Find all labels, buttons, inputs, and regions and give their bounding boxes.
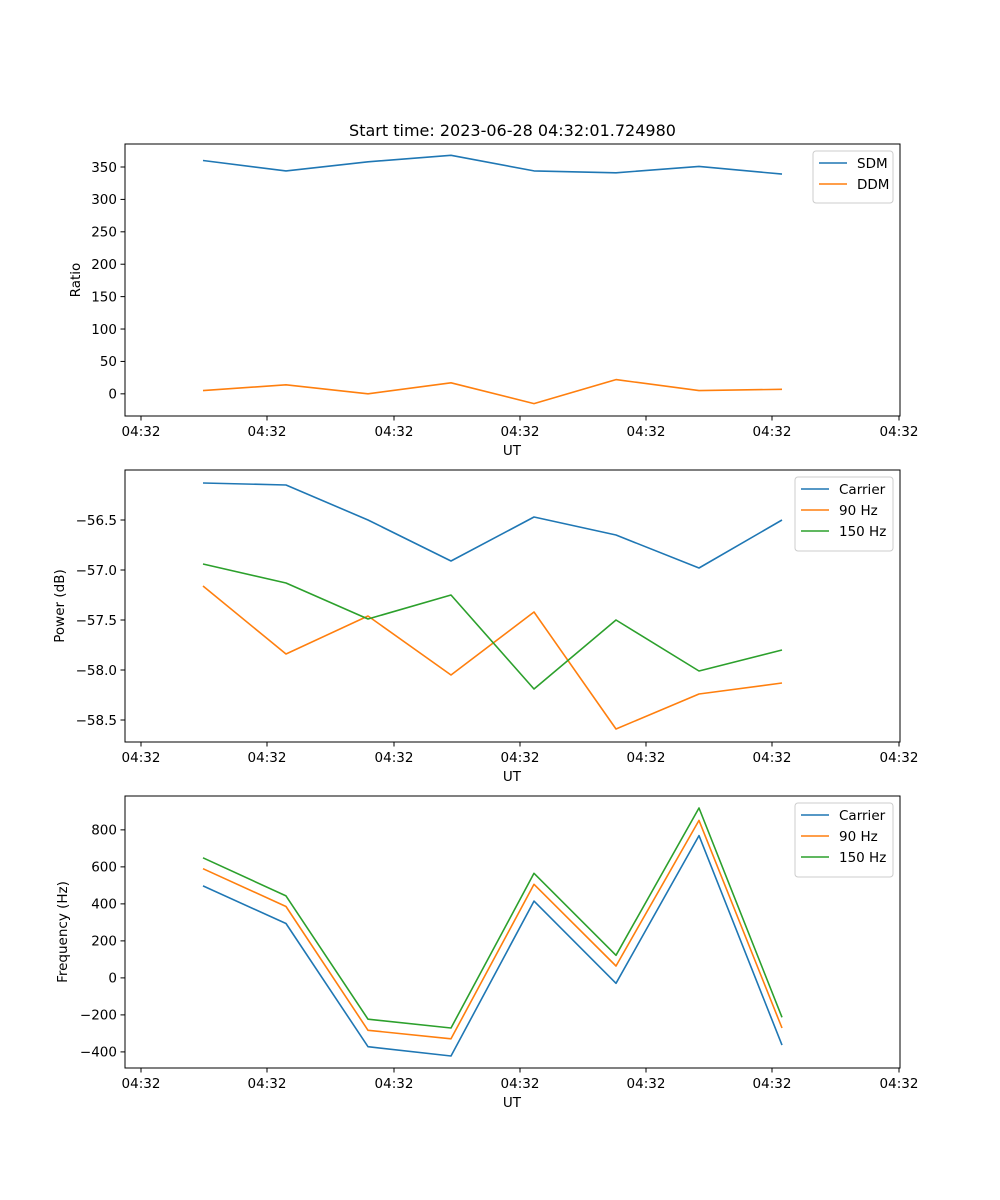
y-tick-label: −57.5 [76,613,117,629]
y-tick-label: 0 [108,971,117,987]
x-tick-label: 04:32 [880,1076,919,1092]
x-tick-label: 04:32 [627,750,666,766]
legend-box [794,476,894,552]
y-tick-label: 800 [91,823,117,839]
axes-frame [124,795,901,1069]
legend-box [794,802,894,878]
y-tick-label: 400 [91,897,117,913]
y-tick-label: 600 [91,860,117,876]
x-tick-label: 04:32 [753,1076,792,1092]
y-tick-label: 300 [91,192,117,208]
y-tick-label: 250 [91,225,117,241]
legend-label: 150 Hz [839,850,886,866]
x-axis-label: UT [503,443,522,459]
y-tick-label: −58.5 [76,713,117,729]
y-tick-label: −56.5 [76,513,117,529]
legend-label: Carrier [839,482,886,498]
x-axis-label: UT [503,1095,522,1111]
legend-label: DDM [857,177,889,193]
x-tick-label: 04:32 [501,750,540,766]
x-tick-label: 04:32 [501,1076,540,1092]
x-tick-label: 04:32 [753,424,792,440]
series-line-90-hz [202,585,783,730]
series-line-150-hz [202,807,783,1029]
x-tick-label: 04:32 [122,424,161,440]
panel-1: 04:32 04:32 04:32 04:32 04:32 04:32 04:32 0 50 10… [68,143,919,459]
x-tick-label: 04:32 [501,424,540,440]
y-axis-label: Frequency (Hz) [55,881,71,983]
y-tick-label: −57.0 [76,563,117,579]
y-axis-label: Power (dB) [52,569,68,642]
y-tick-label: 200 [91,934,117,950]
x-tick-label: 04:32 [248,1076,287,1092]
y-tick-label: 150 [91,289,117,305]
y-tick-label: 50 [100,354,117,370]
y-axis-label: Ratio [68,263,84,298]
x-tick-label: 04:32 [375,1076,414,1092]
series-line-sdm [202,154,783,175]
x-tick-label: 04:32 [375,424,414,440]
chart-title: Start time: 2023-06-28 04:32:01.724980 [349,121,676,140]
series-line-ddm [202,378,783,405]
series-line-carrier [202,482,783,569]
y-tick-label: 200 [91,257,117,273]
legend-label: 90 Hz [839,503,878,519]
x-tick-label: 04:32 [122,1076,161,1092]
series-line-carrier [202,834,783,1057]
legend: SDM DDM [812,150,894,204]
x-tick-label: 04:32 [627,424,666,440]
legend-label: 150 Hz [839,524,886,540]
legend-label: SDM [857,156,888,172]
y-tick-label: −200 [80,1008,117,1024]
x-axis-label: UT [503,769,522,785]
axes-frame [124,143,901,417]
x-tick-label: 04:32 [627,1076,666,1092]
y-tick-label: 350 [91,160,117,176]
legend-label: Carrier [839,808,886,824]
panel-2: 04:32 04:32 04:32 04:32 04:32 04:32 04:32 −58.5… [52,469,919,785]
x-tick-label: 04:32 [753,750,792,766]
x-tick-label: 04:32 [375,750,414,766]
panel-3: 04:32 04:32 04:32 04:32 04:32 04:32 04:32 −400 −… [55,795,919,1111]
series-line-90-hz [202,819,783,1040]
legend-label: 90 Hz [839,829,878,845]
y-tick-label: −400 [80,1045,117,1061]
y-tick-label: 0 [108,387,117,403]
y-tick-label: −58.0 [76,663,117,679]
series-line-150-hz [202,563,783,690]
x-tick-label: 04:32 [248,750,287,766]
x-tick-label: 04:32 [122,750,161,766]
x-tick-label: 04:32 [248,424,287,440]
legend: Carrier 90 Hz 150 Hz [794,802,894,878]
legend: Carrier 90 Hz 150 Hz [794,476,894,552]
axes-frame [124,469,901,743]
x-tick-label: 04:32 [880,750,919,766]
x-tick-label: 04:32 [880,424,919,440]
y-tick-label: 100 [91,322,117,338]
legend-box [812,150,894,204]
